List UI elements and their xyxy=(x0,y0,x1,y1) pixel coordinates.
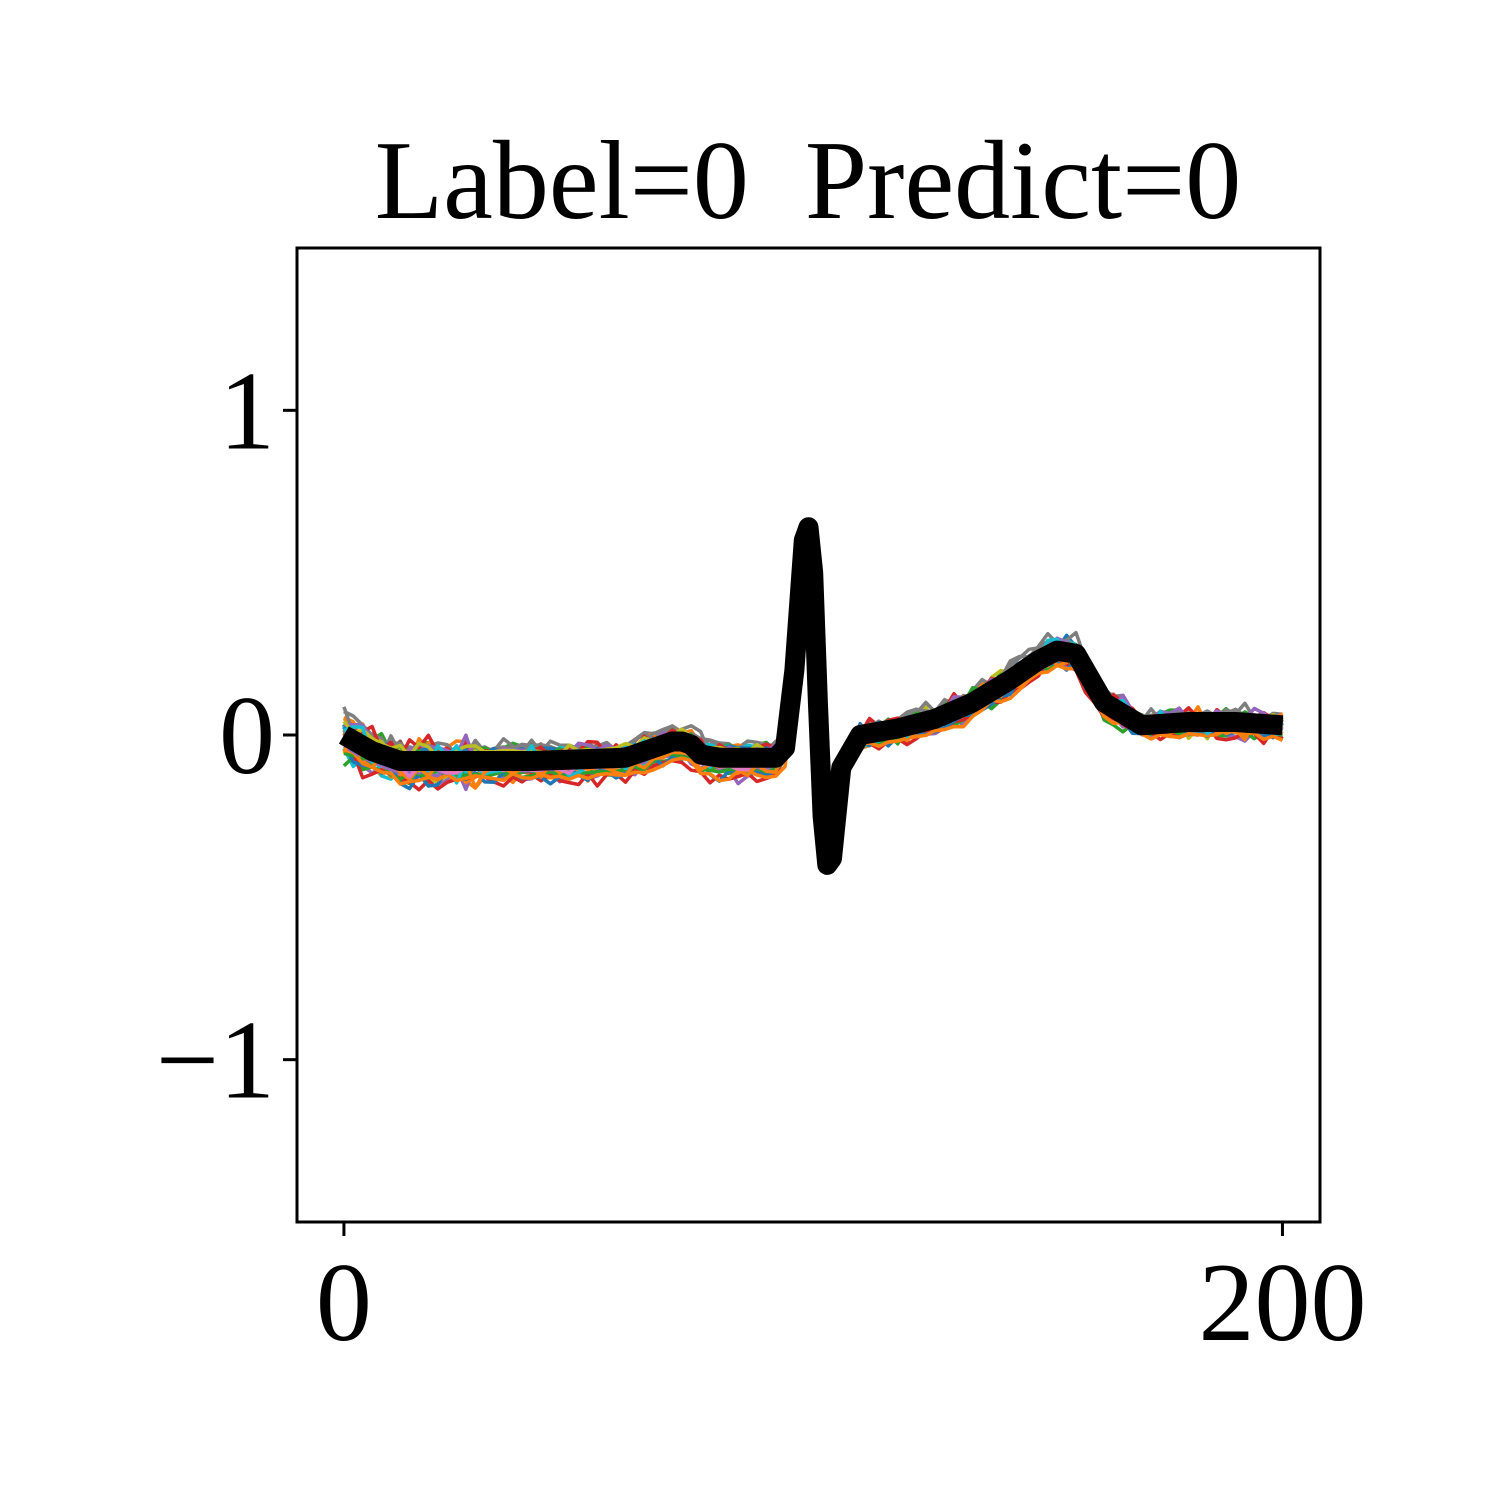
y-tick-label: −1 xyxy=(156,999,275,1123)
x-tick-label: 0 xyxy=(316,1241,372,1365)
mean-trace-line xyxy=(338,517,1284,875)
mean-trace xyxy=(338,517,1284,875)
y-tick-label: 0 xyxy=(219,674,275,798)
chart-title: Label=0 Predict=0 xyxy=(375,119,1242,243)
y-tick-label: 1 xyxy=(219,349,275,473)
axes: −1 0 1 0 200 xyxy=(156,246,1366,1365)
x-tick-label: 200 xyxy=(1198,1241,1366,1365)
